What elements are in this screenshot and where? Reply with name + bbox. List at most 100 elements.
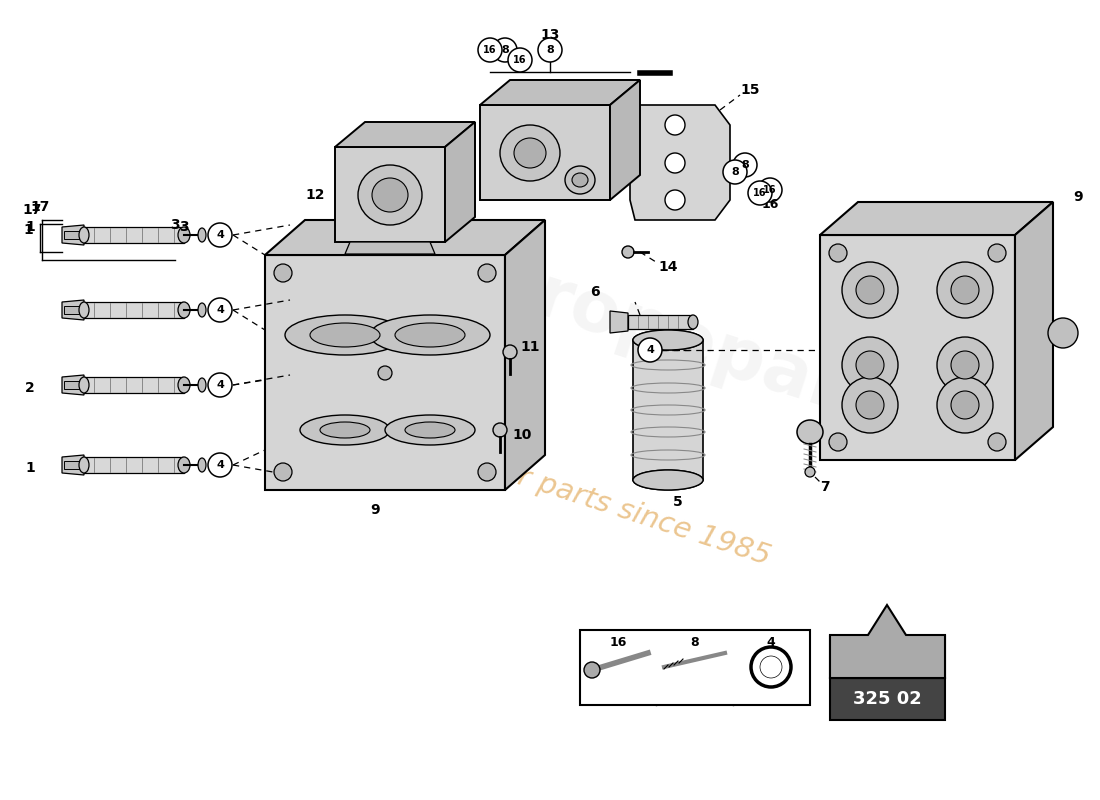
Text: 6: 6 bbox=[591, 285, 600, 299]
Text: 15: 15 bbox=[740, 83, 760, 97]
Polygon shape bbox=[336, 122, 475, 147]
Text: 17: 17 bbox=[31, 200, 50, 214]
Circle shape bbox=[208, 223, 232, 247]
Ellipse shape bbox=[856, 391, 884, 419]
Text: europeparts: europeparts bbox=[431, 230, 928, 450]
Ellipse shape bbox=[632, 470, 703, 490]
Polygon shape bbox=[62, 300, 84, 320]
Polygon shape bbox=[820, 202, 1053, 235]
Ellipse shape bbox=[952, 351, 979, 379]
Ellipse shape bbox=[632, 330, 703, 350]
Ellipse shape bbox=[500, 125, 560, 181]
Text: 8: 8 bbox=[546, 45, 554, 55]
Ellipse shape bbox=[666, 190, 685, 210]
Polygon shape bbox=[62, 225, 84, 245]
Ellipse shape bbox=[274, 463, 292, 481]
Polygon shape bbox=[62, 455, 84, 475]
Text: 2: 2 bbox=[25, 381, 35, 395]
Polygon shape bbox=[336, 147, 446, 242]
Ellipse shape bbox=[385, 415, 475, 445]
Ellipse shape bbox=[178, 457, 190, 473]
Ellipse shape bbox=[310, 323, 380, 347]
Ellipse shape bbox=[842, 337, 898, 393]
Text: 8: 8 bbox=[502, 45, 509, 55]
Bar bbox=[64, 306, 80, 314]
Ellipse shape bbox=[621, 246, 634, 258]
Ellipse shape bbox=[952, 276, 979, 304]
Text: 3: 3 bbox=[179, 220, 189, 234]
Ellipse shape bbox=[952, 391, 979, 419]
Text: 8: 8 bbox=[741, 160, 749, 170]
Polygon shape bbox=[62, 375, 84, 395]
Ellipse shape bbox=[198, 303, 206, 317]
Polygon shape bbox=[480, 105, 611, 200]
Ellipse shape bbox=[370, 315, 490, 355]
Text: 10: 10 bbox=[513, 428, 531, 442]
Ellipse shape bbox=[937, 377, 993, 433]
Text: 16: 16 bbox=[754, 188, 767, 198]
Circle shape bbox=[478, 38, 502, 62]
Ellipse shape bbox=[572, 173, 588, 187]
Polygon shape bbox=[265, 255, 505, 490]
Circle shape bbox=[748, 181, 772, 205]
Polygon shape bbox=[345, 242, 434, 254]
Ellipse shape bbox=[320, 422, 370, 438]
Circle shape bbox=[208, 298, 232, 322]
Text: 3: 3 bbox=[170, 218, 179, 232]
Text: 7: 7 bbox=[821, 480, 829, 494]
Text: 9: 9 bbox=[1074, 190, 1082, 204]
Bar bbox=[84, 302, 184, 318]
Ellipse shape bbox=[395, 323, 465, 347]
Text: 17: 17 bbox=[22, 203, 42, 217]
Circle shape bbox=[638, 338, 662, 362]
Text: 1: 1 bbox=[23, 223, 33, 237]
Ellipse shape bbox=[405, 422, 455, 438]
Ellipse shape bbox=[198, 378, 206, 392]
Bar bbox=[64, 461, 80, 469]
Ellipse shape bbox=[829, 433, 847, 451]
Ellipse shape bbox=[988, 433, 1007, 451]
Text: 9: 9 bbox=[371, 503, 380, 517]
Ellipse shape bbox=[829, 244, 847, 262]
Bar bbox=[64, 231, 80, 239]
Text: 1: 1 bbox=[25, 220, 35, 234]
Circle shape bbox=[208, 453, 232, 477]
Ellipse shape bbox=[688, 315, 698, 329]
Circle shape bbox=[538, 38, 562, 62]
Text: 1: 1 bbox=[25, 461, 35, 475]
Polygon shape bbox=[480, 80, 640, 105]
Ellipse shape bbox=[1048, 318, 1078, 348]
Polygon shape bbox=[505, 220, 544, 490]
Text: 4: 4 bbox=[646, 345, 653, 355]
Ellipse shape bbox=[478, 463, 496, 481]
Text: 4: 4 bbox=[767, 637, 775, 650]
Ellipse shape bbox=[79, 302, 89, 318]
Ellipse shape bbox=[178, 227, 190, 243]
Bar bbox=[830, 678, 945, 720]
Text: 16: 16 bbox=[609, 637, 627, 650]
Ellipse shape bbox=[988, 244, 1007, 262]
Circle shape bbox=[758, 178, 782, 202]
Circle shape bbox=[733, 153, 757, 177]
Polygon shape bbox=[830, 605, 945, 678]
Circle shape bbox=[723, 160, 747, 184]
Bar bbox=[84, 227, 184, 243]
Ellipse shape bbox=[178, 302, 190, 318]
Polygon shape bbox=[610, 311, 628, 333]
Polygon shape bbox=[610, 80, 640, 200]
Ellipse shape bbox=[493, 423, 507, 437]
Ellipse shape bbox=[856, 351, 884, 379]
Circle shape bbox=[508, 48, 532, 72]
Text: 16: 16 bbox=[483, 45, 497, 55]
Text: 16: 16 bbox=[763, 185, 777, 195]
Text: 325 02: 325 02 bbox=[852, 690, 922, 708]
Ellipse shape bbox=[79, 377, 89, 393]
Circle shape bbox=[493, 38, 517, 62]
Ellipse shape bbox=[503, 345, 517, 359]
Polygon shape bbox=[630, 105, 730, 220]
Text: 4: 4 bbox=[216, 305, 224, 315]
Ellipse shape bbox=[666, 115, 685, 135]
Polygon shape bbox=[446, 122, 475, 242]
Ellipse shape bbox=[285, 315, 405, 355]
Polygon shape bbox=[820, 235, 1015, 460]
